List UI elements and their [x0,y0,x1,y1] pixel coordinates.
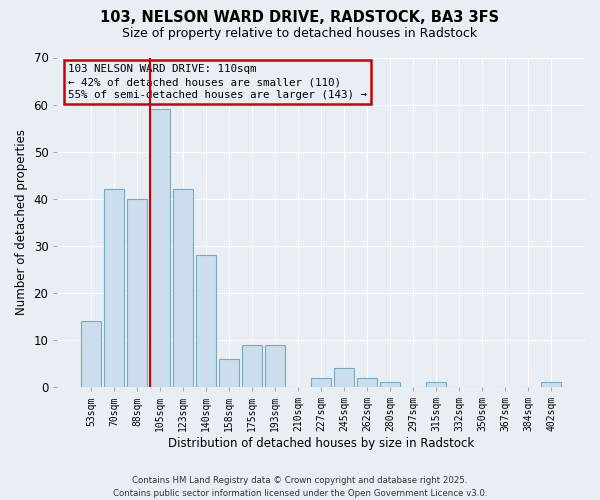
Text: 103 NELSON WARD DRIVE: 110sqm
← 42% of detached houses are smaller (110)
55% of : 103 NELSON WARD DRIVE: 110sqm ← 42% of d… [68,64,367,100]
Bar [242,345,262,387]
Y-axis label: Number of detached properties: Number of detached properties [15,130,28,316]
Bar [358,378,377,387]
X-axis label: Distribution of detached houses by size in Radstock: Distribution of detached houses by size … [168,437,475,450]
Bar [151,110,170,387]
Bar [104,190,124,387]
Text: Size of property relative to detached houses in Radstock: Size of property relative to detached ho… [122,28,478,40]
Bar [265,345,285,387]
Bar [334,368,354,387]
Bar [380,382,400,387]
Bar [173,190,193,387]
Text: Contains HM Land Registry data © Crown copyright and database right 2025.
Contai: Contains HM Land Registry data © Crown c… [113,476,487,498]
Bar [311,378,331,387]
Bar [127,199,147,387]
Text: 103, NELSON WARD DRIVE, RADSTOCK, BA3 3FS: 103, NELSON WARD DRIVE, RADSTOCK, BA3 3F… [100,10,500,25]
Bar [427,382,446,387]
Bar [220,359,239,387]
Bar [196,256,216,387]
Bar [82,321,101,387]
Bar [541,382,561,387]
